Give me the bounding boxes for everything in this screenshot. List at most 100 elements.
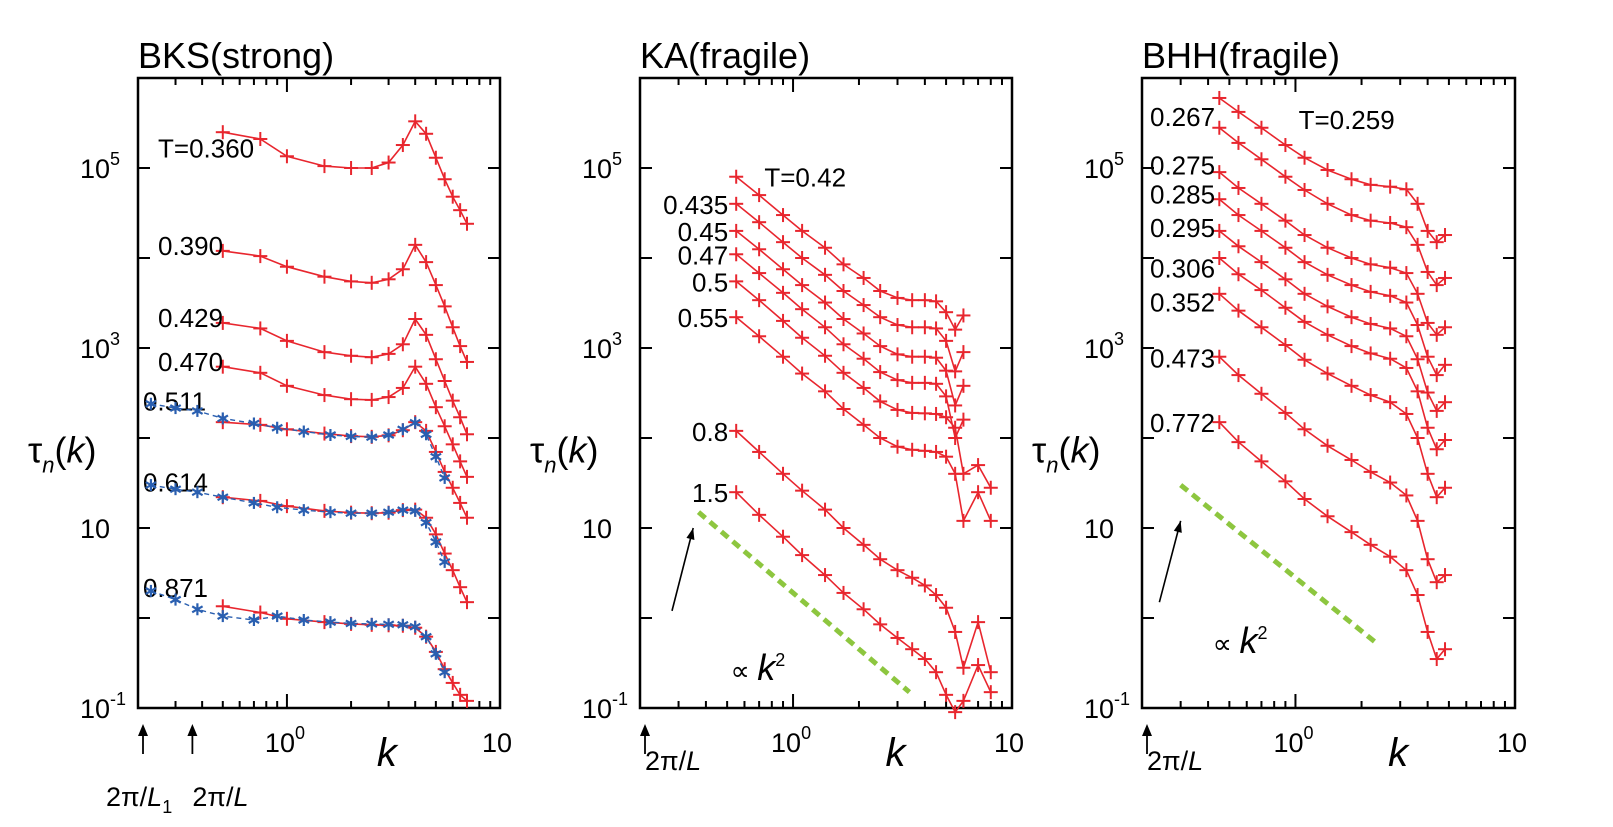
series-line bbox=[1218, 127, 1446, 287]
data-point-plus bbox=[818, 384, 833, 399]
data-point-plus bbox=[1231, 435, 1246, 450]
series-0-511-l1 bbox=[145, 397, 451, 484]
series-0-306 bbox=[1212, 251, 1453, 457]
data-point-plus bbox=[752, 266, 767, 281]
data-point-plus bbox=[317, 269, 332, 284]
data-point-plus bbox=[453, 203, 468, 218]
data-point-asterisk bbox=[169, 402, 182, 415]
k2-guide-line bbox=[696, 510, 912, 695]
data-point-plus bbox=[1344, 378, 1359, 393]
data-point-plus bbox=[1438, 480, 1453, 495]
data-point-asterisk bbox=[169, 593, 182, 606]
data-point-plus bbox=[1383, 475, 1398, 490]
data-point-plus bbox=[873, 431, 888, 445]
data-point-plus bbox=[836, 585, 851, 600]
data-point-plus bbox=[795, 548, 810, 563]
data-point-plus bbox=[364, 350, 379, 365]
data-point-plus bbox=[1212, 415, 1227, 430]
data-point-plus bbox=[437, 172, 452, 187]
data-point-plus bbox=[215, 315, 230, 330]
data-point-plus bbox=[729, 169, 744, 184]
data-point-plus bbox=[1420, 552, 1435, 567]
series-0-772 bbox=[1212, 415, 1453, 667]
data-point-plus bbox=[729, 423, 744, 438]
y-tick-label: 10-1 bbox=[1084, 689, 1130, 724]
series-0-275 bbox=[1212, 165, 1453, 342]
data-point-plus bbox=[1438, 357, 1453, 372]
data-point-plus bbox=[939, 389, 954, 404]
y-axis-label: τn(k) bbox=[530, 429, 598, 477]
data-point-plus bbox=[971, 485, 986, 500]
data-point-asterisk bbox=[409, 416, 421, 429]
wavevector-label: 2π/L bbox=[192, 782, 248, 812]
data-point-plus bbox=[253, 132, 268, 147]
data-point-plus bbox=[836, 312, 851, 327]
data-point-plus bbox=[929, 350, 944, 365]
data-point-plus bbox=[956, 345, 971, 360]
data-point-plus bbox=[1297, 286, 1312, 301]
data-point-plus bbox=[395, 138, 410, 153]
data-point-plus bbox=[776, 313, 791, 328]
data-point-plus bbox=[795, 223, 810, 238]
data-point-plus bbox=[1297, 352, 1312, 367]
series-label-0-306: 0.306 bbox=[1150, 254, 1215, 284]
data-point-plus bbox=[1429, 327, 1444, 342]
data-point-plus bbox=[364, 392, 379, 407]
data-point-plus bbox=[1344, 278, 1359, 293]
data-point-plus bbox=[1297, 314, 1312, 329]
data-point-plus bbox=[1399, 266, 1414, 281]
data-point-plus bbox=[729, 247, 744, 262]
series-label-0-55: 0.55 bbox=[678, 303, 729, 333]
data-point-plus bbox=[818, 320, 833, 335]
data-point-plus bbox=[1383, 321, 1398, 336]
data-point-asterisk bbox=[248, 496, 260, 509]
data-point-plus bbox=[1297, 182, 1312, 197]
data-point-plus bbox=[1297, 150, 1312, 165]
data-point-plus bbox=[1410, 588, 1425, 603]
data-point-plus bbox=[1297, 492, 1312, 507]
data-point-plus bbox=[795, 302, 810, 317]
data-point-plus bbox=[929, 321, 944, 336]
data-point-plus bbox=[381, 390, 396, 405]
data-point-plus bbox=[929, 588, 944, 603]
series-0-470 bbox=[215, 359, 474, 484]
data-point-plus bbox=[971, 615, 986, 630]
data-point-plus bbox=[836, 337, 851, 352]
data-point-asterisk bbox=[409, 620, 421, 633]
series-label-0-352: 0.352 bbox=[1150, 287, 1215, 317]
data-point-plus bbox=[1410, 196, 1425, 211]
data-point-plus bbox=[983, 513, 998, 528]
y-axis-label: τn(k) bbox=[28, 429, 96, 477]
series-t-0-42 bbox=[729, 169, 971, 337]
data-point-plus bbox=[939, 410, 954, 425]
data-point-plus bbox=[776, 235, 791, 250]
data-point-plus bbox=[253, 249, 268, 264]
data-point-plus bbox=[317, 159, 332, 174]
data-point-plus bbox=[856, 270, 871, 285]
data-point-plus bbox=[776, 529, 791, 544]
data-point-asterisk bbox=[409, 504, 421, 517]
data-point-plus bbox=[856, 380, 871, 395]
data-point-plus bbox=[929, 294, 944, 309]
panel-bhh: 105 103 10 10-1 100 10 BHH(fragile) k τn(k) ∝ k2 2… bbox=[1032, 35, 1527, 776]
y-tick-label: 105 bbox=[582, 149, 622, 184]
data-point-plus bbox=[344, 161, 359, 175]
data-point-plus bbox=[445, 563, 460, 578]
data-point-plus bbox=[1254, 255, 1269, 270]
data-point-plus bbox=[1254, 196, 1269, 211]
data-point-plus bbox=[1344, 172, 1359, 187]
data-point-asterisk bbox=[145, 479, 157, 492]
series-label-0-267: 0.267 bbox=[1150, 102, 1215, 132]
series-0-47 bbox=[729, 247, 971, 445]
series-0-285 bbox=[1212, 192, 1453, 383]
data-point-asterisk bbox=[248, 614, 260, 627]
data-point-plus bbox=[1410, 384, 1425, 399]
series-line bbox=[150, 403, 446, 479]
series-label-0-275: 0.275 bbox=[1150, 150, 1215, 180]
data-point-plus bbox=[419, 126, 434, 141]
data-point-asterisk bbox=[397, 504, 409, 517]
series-label-0-8: 0.8 bbox=[692, 417, 728, 447]
data-point-plus bbox=[445, 393, 460, 408]
series-0-8 bbox=[729, 423, 998, 680]
